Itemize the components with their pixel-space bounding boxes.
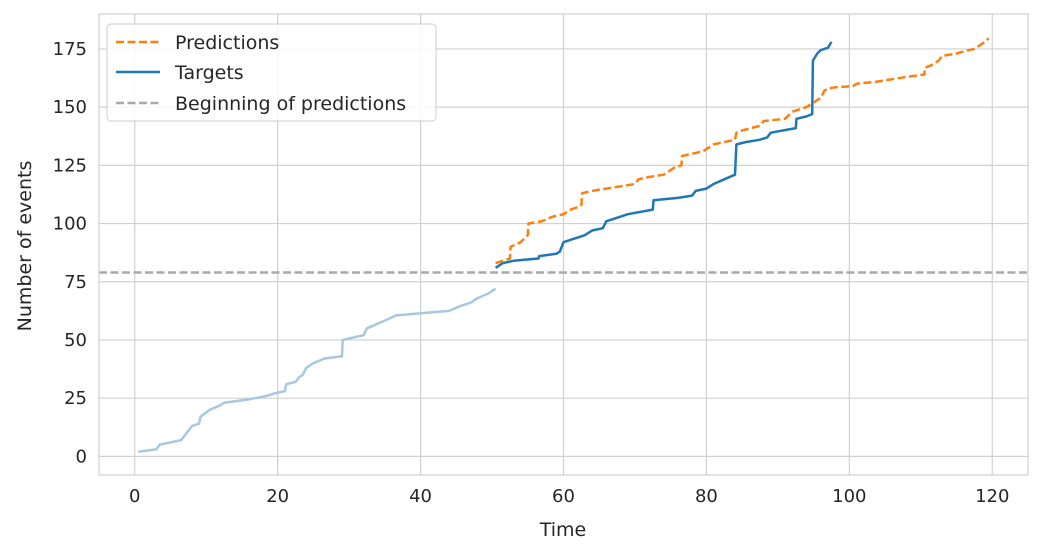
y-tick-label: 25 — [64, 388, 87, 409]
y-tick-label: 150 — [53, 97, 87, 118]
x-tick-label: 120 — [975, 486, 1009, 507]
y-tick-label: 75 — [64, 272, 87, 293]
y-tick-label: 100 — [53, 214, 87, 235]
x-tick-label: 80 — [695, 486, 718, 507]
legend-box — [106, 23, 437, 122]
y-tick-label: 0 — [76, 446, 87, 467]
x-tick-label: 20 — [266, 486, 289, 507]
series-line-history — [138, 287, 497, 453]
x-tick-label: 0 — [129, 486, 140, 507]
y-tick-label: 175 — [53, 39, 87, 60]
y-tick-label: 50 — [64, 330, 87, 351]
legend: Predictions Targets Beginning of predict… — [106, 23, 437, 122]
x-tick-label: 40 — [409, 486, 432, 507]
legend-label-targets: Targets — [174, 62, 244, 84]
series-layer — [99, 37, 1028, 453]
plot-frame — [98, 13, 1029, 476]
series-line-targets — [494, 41, 833, 269]
x-tick-labels: 0 20 40 60 80 100 120 — [129, 486, 1009, 507]
x-axis-label: Time — [539, 519, 587, 541]
legend-label-beginning-of-predictions: Beginning of predictions — [175, 93, 406, 115]
x-tick-label: 60 — [552, 486, 575, 507]
y-tick-label: 125 — [53, 155, 87, 176]
legend-label-predictions: Predictions — [175, 32, 279, 54]
y-axis-label: Number of events — [14, 161, 36, 332]
series-line-predictions — [495, 37, 990, 265]
x-tick-label: 100 — [832, 486, 866, 507]
y-tick-labels: 0 25 50 75 100 125 150 175 — [53, 39, 87, 467]
